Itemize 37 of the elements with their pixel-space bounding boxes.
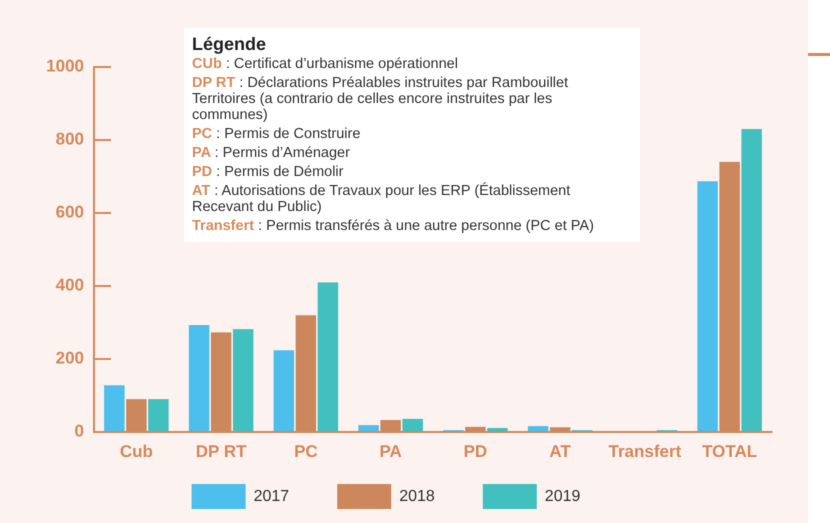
annotation: DP RT : Déclarations Préalables instruites par Rambouillet Territoires (a contrario de celles encore instruites par les communes) xyxy=(192,75,570,123)
bar xyxy=(402,418,423,431)
bar xyxy=(487,428,508,431)
x-tick-label: Transfert xyxy=(608,442,682,461)
bar xyxy=(528,426,548,431)
legend-label: 2017 xyxy=(254,488,290,505)
y-tick-label: 400 xyxy=(56,276,84,295)
annotation: PD : Permis de Démolir xyxy=(192,164,344,180)
bar xyxy=(274,350,294,431)
y-tick-label: 600 xyxy=(56,202,84,222)
bar xyxy=(318,282,338,431)
annotation: AT : Autorisations de Travaux pour les ERP (Établissement Recevant du Public) xyxy=(192,183,572,215)
bar xyxy=(148,399,169,431)
annotation: PC : Permis de Construire xyxy=(192,126,362,142)
bar xyxy=(697,181,718,431)
y-tick-label: 0 xyxy=(74,422,84,441)
text: Légende xyxy=(192,33,268,56)
bar xyxy=(104,385,125,431)
y-tick-label: 200 xyxy=(56,348,84,368)
x-tick-label: Cub xyxy=(120,442,153,461)
x-tick-label: PC xyxy=(294,442,318,461)
bar xyxy=(358,425,379,431)
legend-label: 2018 xyxy=(399,488,435,505)
annotation: CUb : Certificat d’urbanisme opérationnel xyxy=(192,56,459,72)
x-tick-label: DP RT xyxy=(196,442,248,461)
x-tick-label: PA xyxy=(379,442,402,461)
annotation: PA : Permis d’Aménager xyxy=(192,145,351,161)
bar xyxy=(232,329,254,431)
bar xyxy=(188,325,210,431)
y-tick-label: 800 xyxy=(56,130,84,149)
annotation: Transfert : Permis transférés à une autre personne (PC et PA) xyxy=(192,218,595,234)
x-tick-label: TOTAL xyxy=(702,442,758,461)
x-tick-label: AT xyxy=(549,442,572,461)
bar xyxy=(741,129,762,431)
legend-label: 2019 xyxy=(544,488,580,505)
x-tick-label: PD xyxy=(464,442,488,461)
y-tick-label: 1000 xyxy=(46,56,84,76)
